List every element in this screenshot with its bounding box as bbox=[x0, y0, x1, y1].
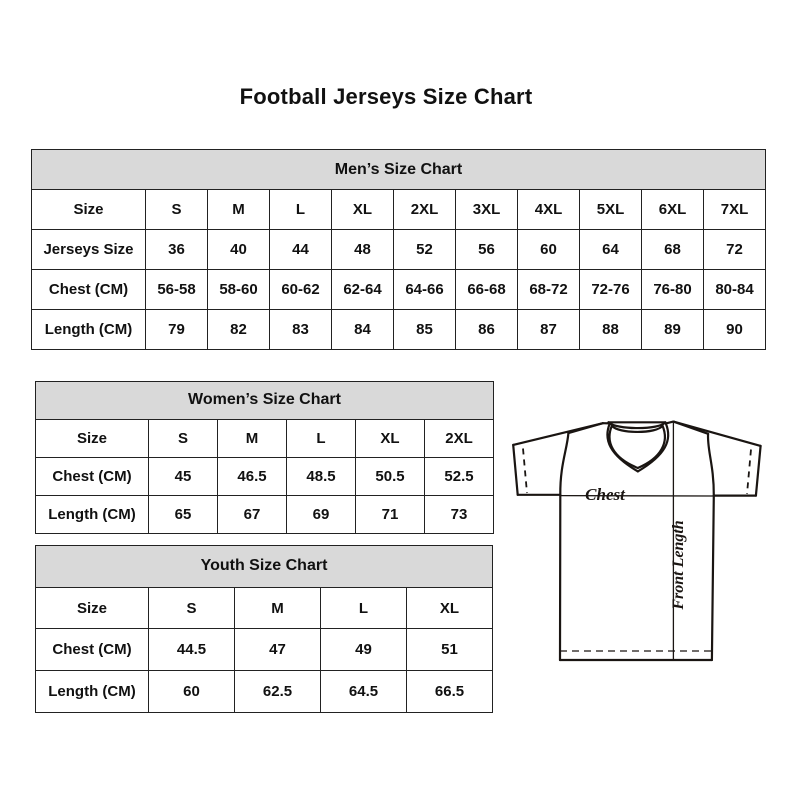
svg-text:Chest: Chest bbox=[585, 485, 626, 504]
svg-text:Front Length: Front Length bbox=[670, 520, 687, 610]
